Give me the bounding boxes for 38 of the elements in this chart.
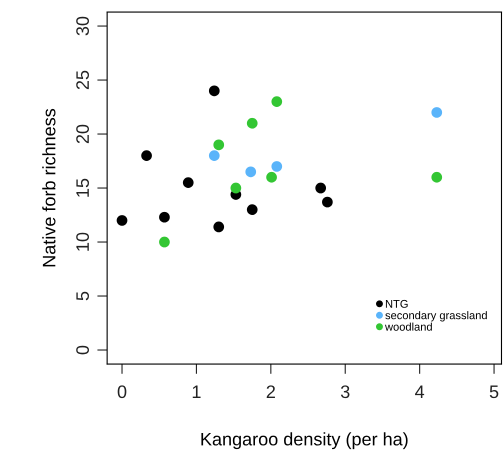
x-axis-title: Kangaroo density (per ha) [201,432,408,450]
point [213,222,224,232]
point [213,139,224,150]
point [208,85,220,96]
point [141,150,152,161]
x-tick-label: 3 [340,385,350,398]
legend-label: woodland [385,322,432,331]
point [116,215,128,226]
x-tick-label: 0 [118,385,126,398]
y-tick-label: 10 [76,232,89,251]
x-tick-label: 4 [415,386,424,398]
point [246,118,258,129]
y-tick-label: 5 [76,292,89,300]
y-tick-label: 0 [76,346,89,354]
point [271,161,282,172]
point [266,172,277,183]
x-tick-label: 2 [266,385,275,398]
x-tick-label: 5 [490,386,498,398]
y-tick-label: 20 [76,124,89,144]
y-tick-label: 30 [76,16,89,36]
y-tick-label: 25 [76,70,89,90]
legend-label: secondary grassland [385,311,487,322]
point [182,177,194,188]
point [245,166,256,178]
x-tick-label: 1 [192,386,201,398]
y-axis-title: Native forb richness [42,108,56,266]
y-tick-label: 15 [76,178,89,197]
point [431,172,442,183]
point [246,204,258,215]
point [431,107,442,118]
point [322,196,333,208]
point [315,182,326,194]
legend-label: NTG [386,300,408,308]
point [159,236,170,248]
point [271,96,282,107]
point [159,212,170,223]
point [208,150,220,161]
point [230,182,242,194]
